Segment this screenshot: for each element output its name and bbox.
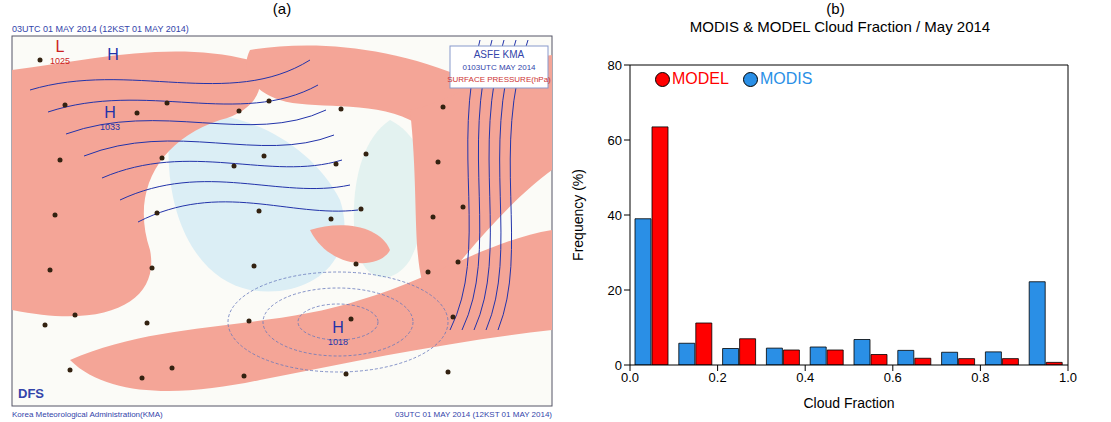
svg-text:03UTC 01 MAY 2014 (12KST 01 MA: 03UTC 01 MAY 2014 (12KST 01 MAY 2014) (395, 410, 552, 419)
svg-text:60: 60 (608, 133, 622, 148)
svg-text:1033: 1033 (100, 122, 120, 132)
svg-text:1025: 1025 (50, 56, 70, 66)
svg-text:DFS: DFS (18, 386, 44, 401)
html-text:MODIS & MODEL Cloud Fraction /: MODIS & MODEL Cloud Fraction / May 2014 (689, 18, 991, 35)
svg-text:03UTC 01 MAY 2014 (12KST 01 MA: 03UTC 01 MAY 2014 (12KST 01 MAY 2014) (12, 24, 189, 34)
svg-text:1018: 1018 (328, 337, 348, 347)
svg-text:0: 0 (615, 358, 622, 373)
svg-text:ASFE KMA: ASFE KMA (474, 49, 525, 60)
svg-text:0.6: 0.6 (884, 370, 902, 385)
html-text:MODIS: MODIS (759, 70, 813, 87)
svg-text:1.0: 1.0 (1059, 370, 1077, 385)
svg-text:40: 40 (608, 208, 622, 223)
svg-text:Korea Meteorological Administr: Korea Meteorological Administration(KMA) (12, 410, 163, 419)
svg-text:0.8: 0.8 (971, 370, 989, 385)
svg-text:Frequency (%): Frequency (%) (570, 169, 586, 261)
svg-text:0.2: 0.2 (709, 370, 727, 385)
svg-text:L: L (56, 38, 65, 55)
svg-text:0.4: 0.4 (796, 370, 814, 385)
svg-text:20: 20 (608, 283, 622, 298)
svg-text:Cloud Fraction: Cloud Fraction (803, 395, 894, 411)
svg-text:H: H (104, 104, 116, 121)
svg-text:H: H (332, 319, 344, 336)
svg-text:0.0: 0.0 (621, 370, 639, 385)
svg-text:0103UTC MAY 2014: 0103UTC MAY 2014 (462, 63, 536, 72)
svg-text:SURFACE PRESSURE(hPa): SURFACE PRESSURE(hPa) (447, 75, 551, 84)
svg-text:(a): (a) (273, 0, 291, 17)
svg-text:H: H (107, 46, 119, 63)
html-text:(b): (b) (826, 0, 845, 17)
html-text:MODEL: MODEL (672, 70, 729, 87)
svg-text:80: 80 (608, 58, 622, 73)
